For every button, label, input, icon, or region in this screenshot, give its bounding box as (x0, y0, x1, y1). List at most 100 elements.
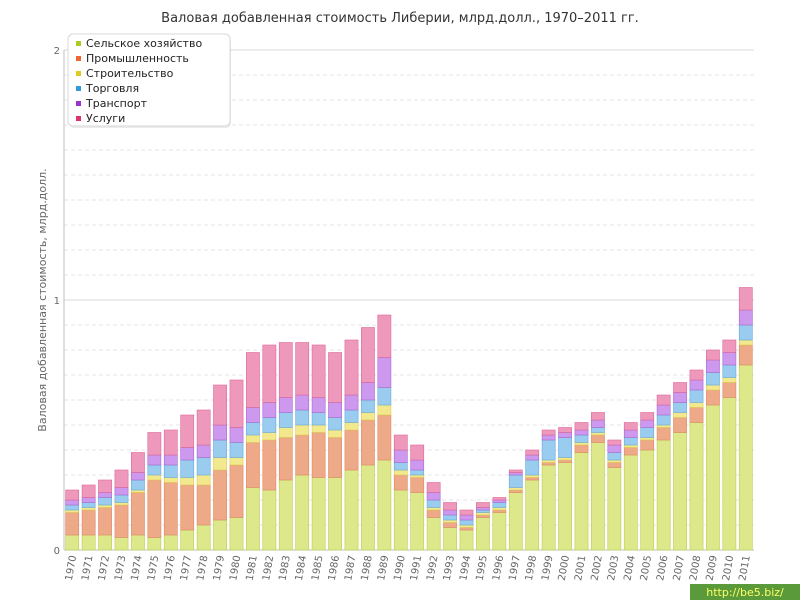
bar-segment[interactable] (98, 504, 112, 508)
bar-segment[interactable] (246, 434, 260, 443)
bar-segment[interactable] (591, 427, 605, 433)
bar-segment[interactable] (262, 432, 277, 441)
legend-item[interactable]: Промышленность (86, 52, 189, 65)
bar-segment[interactable] (229, 442, 244, 458)
bar-segment[interactable] (131, 479, 145, 491)
bar-segment[interactable] (65, 489, 80, 501)
bar-segment[interactable] (311, 412, 326, 426)
bar-segment[interactable] (246, 352, 260, 408)
bar-segment[interactable] (98, 492, 112, 498)
bar-segment[interactable] (377, 387, 392, 406)
bar-segment[interactable] (361, 464, 375, 551)
bar-segment[interactable] (640, 449, 655, 551)
bar-segment[interactable] (410, 492, 425, 551)
bar-segment[interactable] (623, 422, 638, 431)
bar-segment[interactable] (541, 439, 556, 461)
bar-segment[interactable] (278, 397, 293, 413)
bar-segment[interactable] (492, 509, 507, 513)
bar-segment[interactable] (328, 437, 342, 478)
bar-segment[interactable] (508, 487, 523, 491)
bar-segment[interactable] (344, 422, 359, 431)
bar-segment[interactable] (196, 524, 211, 551)
bar-segment[interactable] (738, 309, 753, 326)
bar-segment[interactable] (459, 514, 474, 521)
legend-item[interactable]: Торговля (85, 82, 139, 95)
bar-segment[interactable] (278, 412, 293, 428)
bar-segment[interactable] (673, 402, 687, 413)
bar-segment[interactable] (229, 464, 244, 518)
bar-segment[interactable] (213, 424, 227, 441)
legend-item[interactable]: Транспорт (85, 97, 148, 110)
bar-segment[interactable] (525, 477, 540, 481)
bar-segment[interactable] (393, 434, 408, 451)
bar-segment[interactable] (574, 444, 589, 453)
bar-segment[interactable] (196, 444, 211, 458)
bar-segment[interactable] (722, 364, 737, 378)
bar-segment[interactable] (393, 469, 408, 476)
bar-segment[interactable] (459, 529, 474, 551)
bar-segment[interactable] (443, 522, 457, 528)
bar-segment[interactable] (508, 489, 523, 493)
bar-segment[interactable] (311, 424, 326, 433)
bar-segment[interactable] (443, 519, 457, 523)
bar-segment[interactable] (722, 397, 737, 551)
bar-segment[interactable] (591, 412, 605, 421)
bar-segment[interactable] (673, 432, 687, 551)
bar-segment[interactable] (673, 382, 687, 393)
bar-segment[interactable] (278, 479, 293, 551)
bar-segment[interactable] (262, 489, 277, 551)
bar-segment[interactable] (706, 404, 720, 551)
bar-segment[interactable] (229, 457, 244, 466)
bar-segment[interactable] (213, 519, 227, 551)
bar-segment[interactable] (311, 344, 326, 398)
bar-segment[interactable] (492, 499, 507, 503)
bar-segment[interactable] (81, 534, 96, 551)
bar-segment[interactable] (492, 502, 507, 508)
bar-segment[interactable] (328, 352, 342, 403)
bar-segment[interactable] (262, 417, 277, 433)
bar-segment[interactable] (656, 414, 671, 426)
bar-segment[interactable] (706, 349, 720, 361)
bar-segment[interactable] (98, 497, 112, 506)
bar-segment[interactable] (640, 439, 655, 451)
bar-segment[interactable] (81, 502, 96, 508)
bar-segment[interactable] (81, 507, 96, 511)
bar-segment[interactable] (147, 432, 162, 456)
bar-segment[interactable] (344, 394, 359, 411)
bar-segment[interactable] (377, 357, 392, 388)
bar-segment[interactable] (311, 432, 326, 478)
bar-segment[interactable] (558, 427, 572, 433)
bar-segment[interactable] (459, 509, 474, 516)
bar-segment[interactable] (295, 434, 310, 476)
bar-segment[interactable] (459, 524, 474, 528)
bar-segment[interactable] (623, 444, 638, 448)
bar-segment[interactable] (213, 384, 227, 426)
bar-segment[interactable] (328, 477, 342, 551)
bar-segment[interactable] (180, 484, 195, 531)
bar-segment[interactable] (81, 509, 96, 536)
bar-segment[interactable] (344, 429, 359, 471)
bar-segment[interactable] (673, 392, 687, 403)
legend[interactable]: Сельское хозяйство Промышленность Строител… (67, 33, 231, 128)
bar-segment[interactable] (377, 414, 392, 461)
bar-segment[interactable] (65, 499, 80, 506)
bar-segment[interactable] (196, 457, 211, 476)
bar-segment[interactable] (213, 439, 227, 458)
bar-segment[interactable] (738, 364, 753, 551)
bar-segment[interactable] (229, 379, 244, 428)
bar-segment[interactable] (410, 469, 425, 476)
bar-segment[interactable] (476, 502, 490, 508)
bar-segment[interactable] (689, 379, 704, 391)
bar-segment[interactable] (163, 454, 178, 466)
bar-segment[interactable] (525, 459, 540, 476)
bar-segment[interactable] (443, 509, 457, 516)
bar-segment[interactable] (147, 464, 162, 476)
bar-segment[interactable] (262, 402, 277, 418)
bar-segment[interactable] (410, 477, 425, 493)
bar-segment[interactable] (246, 407, 260, 423)
bar-segment[interactable] (459, 519, 474, 526)
bar-segment[interactable] (443, 502, 457, 511)
bar-segment[interactable] (623, 429, 638, 438)
bar-segment[interactable] (180, 477, 195, 486)
bar-segment[interactable] (213, 457, 227, 471)
